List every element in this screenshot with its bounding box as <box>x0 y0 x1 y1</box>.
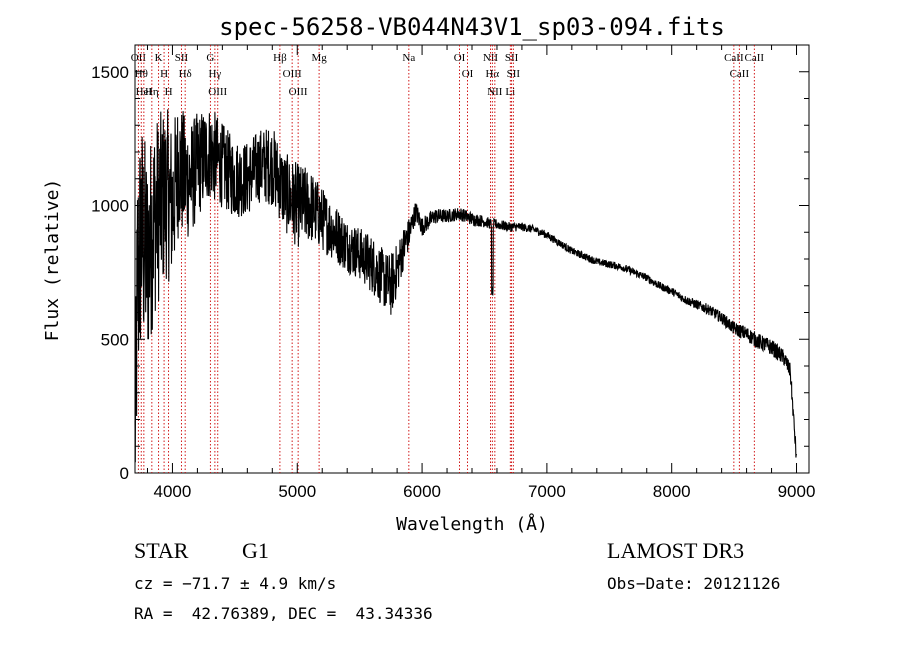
line-label: Mg <box>311 52 327 64</box>
line-label: Hη <box>145 86 159 98</box>
line-label: Hγ <box>208 68 221 80</box>
line-label: Li <box>505 86 515 98</box>
line-label: OIII <box>283 68 302 80</box>
line-label: SII <box>507 68 521 80</box>
y-axis-label: Flux (relative) <box>42 179 63 342</box>
line-label: HeI <box>136 86 153 98</box>
x-tick-label: 9000 <box>778 482 816 501</box>
y-tick-label: 1000 <box>91 197 129 216</box>
y-tick-label: 1500 <box>91 63 129 82</box>
y-tick-label: 0 <box>120 464 129 483</box>
axis-ticks: 4000 5000 6000 7000 8000 9000 0 500 1000 1500 <box>91 45 815 501</box>
line-label: H <box>160 68 168 80</box>
x-tick-label: 6000 <box>403 482 441 501</box>
line-label: NII <box>487 86 503 98</box>
line-label: OIII <box>289 86 308 98</box>
x-tick-label: 4000 <box>154 482 192 501</box>
line-label: CaII <box>724 52 744 64</box>
line-label: Hδ <box>179 68 192 80</box>
line-label: Hβ <box>273 52 287 64</box>
object-subclass: G1 <box>242 538 269 563</box>
object-class: STAR <box>134 538 189 563</box>
y-tick-label: 500 <box>101 330 129 349</box>
line-label: Hα <box>485 68 499 80</box>
line-label: OI <box>462 68 474 80</box>
line-label: H <box>165 86 173 98</box>
line-label: OII <box>131 52 147 64</box>
line-label: CaII <box>745 52 765 64</box>
spectrum-chart: spec-56258-VB044N43V1_sp03-094.fits OII H… <box>42 13 815 535</box>
line-label: K <box>155 52 163 64</box>
x-tick-label: 8000 <box>653 482 691 501</box>
plot-frame <box>134 44 810 474</box>
coordinates: RA = 42.76389, DEC = 43.34336 <box>134 604 433 623</box>
x-axis-label: Wavelength (Å) <box>396 513 548 535</box>
line-label: OI <box>454 52 466 64</box>
line-label: G <box>206 52 214 64</box>
velocity-readout: cz = −71.7 ± 4.9 km/s <box>134 574 337 593</box>
line-label: SII <box>505 52 519 64</box>
line-label: Hθ <box>135 68 148 80</box>
line-label: Na <box>402 52 415 64</box>
line-label: SII <box>175 52 189 64</box>
line-label: NII <box>483 52 499 64</box>
survey-name: LAMOST DR3 <box>607 538 745 563</box>
line-label: OIII <box>208 86 227 98</box>
x-tick-label: 5000 <box>278 482 316 501</box>
line-label: CaII <box>730 68 750 80</box>
spectrum-line <box>134 109 798 463</box>
x-tick-label: 7000 <box>528 482 566 501</box>
observation-date: Obs−Date: 20121126 <box>607 574 781 593</box>
chart-title: spec-56258-VB044N43V1_sp03-094.fits <box>219 13 725 41</box>
